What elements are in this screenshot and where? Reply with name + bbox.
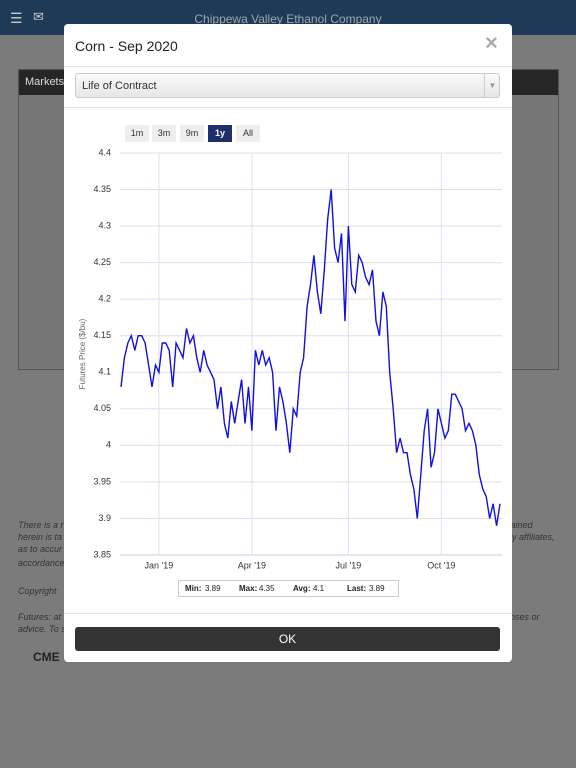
header-title: Chippewa Valley Ethanol Company bbox=[194, 12, 382, 26]
stat-value: 3.89 bbox=[205, 584, 221, 593]
background-fragment: oses or bbox=[510, 612, 540, 622]
range-button[interactable]: 3m bbox=[152, 125, 176, 142]
x-tick-label: Jul '19 bbox=[336, 560, 362, 570]
panel-title: Markets bbox=[25, 76, 65, 88]
background-fragment: advice. To s bbox=[18, 624, 66, 634]
divider bbox=[64, 613, 512, 614]
range-button[interactable]: 9m bbox=[180, 125, 204, 142]
modal: Corn - Sep 2020 × Life of Contract ▼ 1m 3… bbox=[64, 24, 512, 662]
range-button[interactable]: 1y bbox=[208, 125, 232, 142]
y-tick-label: 4.15 bbox=[93, 330, 111, 340]
y-tick-label: 4.1 bbox=[98, 367, 111, 377]
stat-label: Min: bbox=[185, 584, 202, 593]
range-button[interactable]: All bbox=[236, 125, 260, 142]
y-tick-label: 4.4 bbox=[98, 147, 111, 157]
stat-value: 4.1 bbox=[313, 584, 325, 593]
background-fragment: accordance bbox=[18, 558, 65, 568]
background-fragment: CME bbox=[33, 650, 60, 664]
range-button[interactable]: 1m bbox=[125, 125, 149, 142]
y-tick-label: 3.85 bbox=[93, 549, 111, 559]
menu-icon[interactable]: ☰ bbox=[10, 10, 23, 26]
stat-label: Last: bbox=[347, 584, 367, 593]
background-fragment: There is a r bbox=[18, 520, 64, 530]
stat-value: 4.35 bbox=[259, 584, 275, 593]
x-tick-label: Apr '19 bbox=[238, 560, 266, 570]
background-fragment: Futures: at bbox=[18, 612, 62, 622]
background-fragment: Copyright bbox=[18, 586, 57, 596]
stat-value: 3.89 bbox=[369, 584, 385, 593]
x-tick-label: Oct '19 bbox=[427, 560, 455, 570]
ok-button[interactable]: OK bbox=[75, 627, 500, 651]
y-tick-label: 4.35 bbox=[93, 184, 111, 194]
background-fragment: as to accur bbox=[18, 544, 63, 554]
range-select[interactable]: Life of Contract ▼ bbox=[75, 73, 500, 98]
select-text: Life of Contract bbox=[82, 80, 157, 92]
x-tick-label: Jan '19 bbox=[145, 560, 174, 570]
background-fragment: tained bbox=[508, 520, 533, 530]
modal-title: Corn - Sep 2020 bbox=[75, 38, 178, 54]
y-tick-label: 4.3 bbox=[98, 220, 111, 230]
select-arrow: ▼ bbox=[484, 74, 500, 97]
divider bbox=[64, 107, 512, 108]
stats-box: Min: 3.89 Max: 4.35 Avg: 4.1 Last: 3.89 bbox=[178, 580, 399, 597]
stat-label: Avg: bbox=[293, 584, 311, 593]
close-button[interactable]: × bbox=[485, 30, 498, 55]
background-fragment: y affiliates, bbox=[512, 532, 555, 542]
mail-icon[interactable]: ✉ bbox=[33, 9, 44, 24]
divider bbox=[64, 66, 512, 67]
y-tick-label: 4.2 bbox=[98, 294, 111, 304]
y-tick-label: 3.9 bbox=[98, 513, 111, 523]
y-tick-label: 4.05 bbox=[93, 403, 111, 413]
y-tick-label: 3.95 bbox=[93, 476, 111, 486]
stat-label: Max: bbox=[239, 584, 258, 593]
background-fragment: herein is ta bbox=[18, 532, 63, 542]
price-line bbox=[120, 189, 501, 526]
y-tick-label: 4.25 bbox=[93, 257, 111, 267]
y-axis-label: Futures Price ($/bu) bbox=[78, 318, 87, 389]
y-tick-label: 4 bbox=[106, 440, 111, 450]
